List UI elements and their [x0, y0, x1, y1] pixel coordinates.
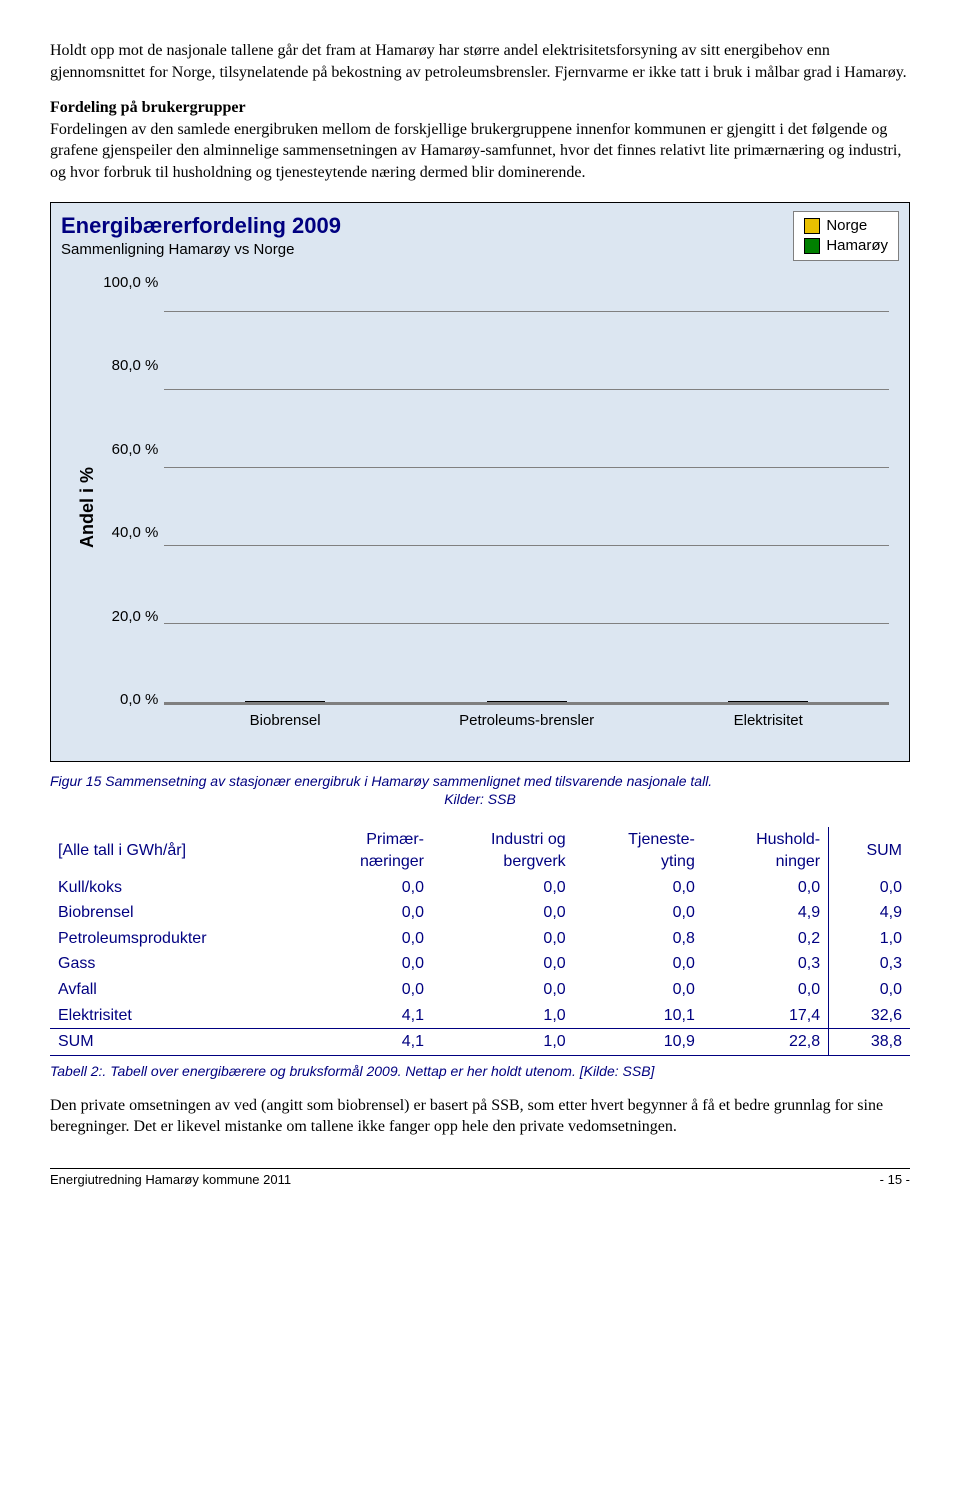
- chart-plot-area: [164, 273, 889, 705]
- row-label: Avfall: [50, 977, 307, 1003]
- page-footer: Energiutredning Hamarøy kommune 2011 - 1…: [50, 1168, 910, 1189]
- table-cell: 0,0: [829, 875, 910, 901]
- row-label: Gass: [50, 951, 307, 977]
- table-cell: 1,0: [432, 1003, 574, 1029]
- chart-container: Energibærerfordeling 2009 Sammenligning …: [50, 202, 910, 762]
- chart-legend: Norge Hamarøy: [793, 211, 899, 262]
- table-cell: 0,0: [432, 900, 574, 926]
- subheading: Fordeling på brukergrupper: [50, 99, 246, 116]
- chart-subtitle: Sammenligning Hamarøy vs Norge: [61, 240, 341, 260]
- sum-cell: 4,1: [307, 1029, 432, 1056]
- table-cell: 0,0: [574, 900, 703, 926]
- table-sum-row: SUM4,11,010,922,838,8: [50, 1029, 910, 1056]
- table-cell: 0,0: [432, 926, 574, 952]
- table-row: Gass0,00,00,00,30,3: [50, 951, 910, 977]
- ytick-label: 100,0 %: [103, 273, 158, 293]
- ytick-label: 80,0 %: [103, 356, 158, 376]
- table-cell: 0,0: [703, 875, 829, 901]
- table-header-left: [Alle tall i GWh/år]: [50, 827, 307, 874]
- table-caption: Tabell 2:. Tabell over energibærere og b…: [50, 1062, 910, 1081]
- table-cell: 0,0: [307, 926, 432, 952]
- chart-ylabel: Andel i %: [71, 273, 103, 741]
- legend-label-hamaroy: Hamarøy: [826, 236, 888, 256]
- sum-cell: 10,9: [574, 1029, 703, 1056]
- paragraph-2: Fordeling på brukergrupper Fordelingen a…: [50, 97, 910, 183]
- table-row: Petroleumsprodukter0,00,00,80,21,0: [50, 926, 910, 952]
- table-cell: 0,0: [432, 875, 574, 901]
- data-table: [Alle tall i GWh/år]Primær-næringerIndus…: [50, 827, 910, 1055]
- table-cell: 32,6: [829, 1003, 910, 1029]
- table-cell: 0,0: [574, 977, 703, 1003]
- chart-title: Energibærerfordeling 2009: [61, 211, 341, 241]
- ytick-label: 40,0 %: [103, 523, 158, 543]
- table-cell: 0,0: [307, 900, 432, 926]
- grid-line: [164, 467, 889, 468]
- grid-line: [164, 311, 889, 312]
- figure-caption-line1: Figur 15 Sammensetning av stasjonær ener…: [50, 773, 712, 789]
- footer-right: - 15 -: [880, 1171, 910, 1189]
- row-label: Petroleumsprodukter: [50, 926, 307, 952]
- ytick-label: 20,0 %: [103, 607, 158, 627]
- table-row: Biobrensel0,00,00,04,94,9: [50, 900, 910, 926]
- table-column-header: Hushold-ninger: [703, 827, 829, 874]
- table-cell: 10,1: [574, 1003, 703, 1029]
- table-cell: 1,0: [829, 926, 910, 952]
- legend-swatch-norge: [804, 218, 820, 234]
- table-cell: 0,0: [574, 875, 703, 901]
- ytick-label: 0,0 %: [103, 690, 158, 710]
- table-cell: 0,0: [829, 977, 910, 1003]
- figure-caption: Figur 15 Sammensetning av stasjonær ener…: [50, 772, 910, 810]
- grid-line: [164, 389, 889, 390]
- table-cell: 17,4: [703, 1003, 829, 1029]
- xtick-label: Petroleums-brensler: [406, 711, 648, 731]
- footer-left: Energiutredning Hamarøy kommune 2011: [50, 1171, 291, 1189]
- table-cell: 4,1: [307, 1003, 432, 1029]
- row-label: Kull/koks: [50, 875, 307, 901]
- table-cell: 0,0: [307, 875, 432, 901]
- paragraph-2-body: Fordelingen av den samlede energibruken …: [50, 121, 901, 181]
- xtick-label: Elektrisitet: [647, 711, 889, 731]
- table-cell: 4,9: [829, 900, 910, 926]
- figure-caption-line2: Kilder: SSB: [50, 790, 910, 809]
- sum-row-label: SUM: [50, 1029, 307, 1056]
- row-label: Elektrisitet: [50, 1003, 307, 1029]
- table-cell: 4,9: [703, 900, 829, 926]
- table-cell: 0,3: [703, 951, 829, 977]
- legend-swatch-hamaroy: [804, 238, 820, 254]
- paragraph-3: Den private omsetningen av ved (angitt s…: [50, 1095, 910, 1138]
- table-row: Avfall0,00,00,00,00,0: [50, 977, 910, 1003]
- table-cell: 0,0: [432, 951, 574, 977]
- table-cell: 0,2: [703, 926, 829, 952]
- table-column-header: Primær-næringer: [307, 827, 432, 874]
- sum-cell: 1,0: [432, 1029, 574, 1056]
- table-column-header: Industri ogbergverk: [432, 827, 574, 874]
- table-column-header: Tjeneste-yting: [574, 827, 703, 874]
- sum-cell: 38,8: [829, 1029, 910, 1056]
- sum-cell: 22,8: [703, 1029, 829, 1056]
- chart-xaxis: BiobrenselPetroleums-brenslerElektrisite…: [164, 705, 889, 741]
- xtick-label: Biobrensel: [164, 711, 406, 731]
- grid-line: [164, 702, 889, 703]
- table-cell: 0,0: [432, 977, 574, 1003]
- table-row: Kull/koks0,00,00,00,00,0: [50, 875, 910, 901]
- grid-line: [164, 545, 889, 546]
- ytick-label: 60,0 %: [103, 440, 158, 460]
- table-cell: 0,8: [574, 926, 703, 952]
- table-cell: 0,3: [829, 951, 910, 977]
- table-cell: 0,0: [307, 977, 432, 1003]
- table-cell: 0,0: [574, 951, 703, 977]
- grid-line: [164, 623, 889, 624]
- row-label: Biobrensel: [50, 900, 307, 926]
- chart-yticks: 100,0 % 80,0 % 60,0 % 40,0 % 20,0 % 0,0 %: [103, 273, 164, 741]
- table-column-header: SUM: [829, 827, 910, 874]
- table-cell: 0,0: [307, 951, 432, 977]
- table-row: Elektrisitet4,11,010,117,432,6: [50, 1003, 910, 1029]
- legend-label-norge: Norge: [826, 216, 867, 236]
- paragraph-1: Holdt opp mot de nasjonale tallene går d…: [50, 40, 910, 83]
- table-cell: 0,0: [703, 977, 829, 1003]
